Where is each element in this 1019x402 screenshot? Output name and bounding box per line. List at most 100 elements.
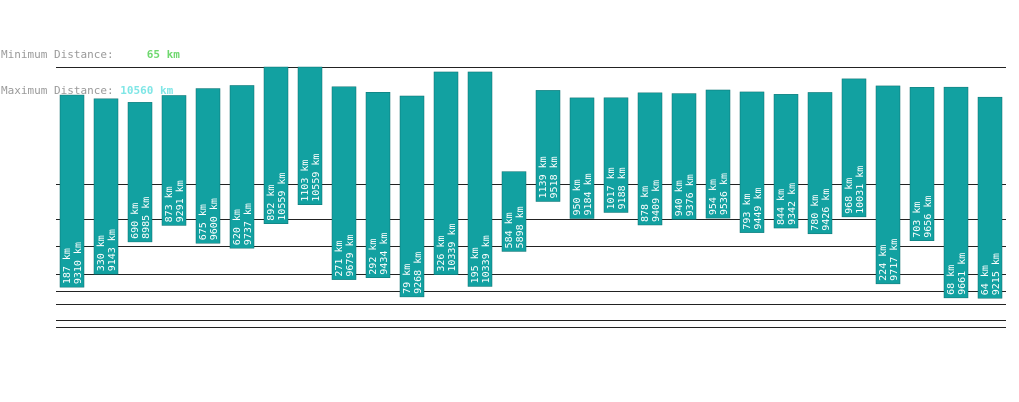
bar-min-label: 873 km <box>164 186 175 222</box>
bar-12: 326 km 10339 km <box>433 71 459 275</box>
max-distance-label: Maximum Distance: <box>1 84 114 97</box>
bar-rect <box>59 94 85 288</box>
bar-max-label: 9737 km <box>243 203 254 245</box>
bar-min-label: 690 km <box>130 203 141 239</box>
bar-rect <box>705 89 731 219</box>
bar-max-label: 9656 km <box>923 196 934 238</box>
bar-rect <box>841 78 867 218</box>
bar-24: 968 km 10031 km <box>841 78 867 218</box>
bar-rect <box>297 66 323 205</box>
min-distance-value: 65 km <box>146 48 180 61</box>
grid-lines <box>56 67 1006 328</box>
bar-min-label: 844 km <box>776 189 787 225</box>
bar-1: 187 km 9310 km <box>59 94 85 288</box>
bar-rect <box>399 95 425 298</box>
bar-rect <box>161 95 187 226</box>
bar-max-label: 10559 km <box>311 154 322 202</box>
bar-max-label: 9409 km <box>651 180 662 222</box>
bar-4: 873 km 9291 km <box>161 95 187 226</box>
bar-25: 224 km 9717 km <box>875 85 901 285</box>
bar-max-label: 9342 km <box>787 183 798 225</box>
bar-18: 878 km 9409 km <box>637 92 663 226</box>
bar-rect <box>569 97 595 219</box>
bar-16: 950 km 9184 km <box>569 97 595 219</box>
bar-min-label: 780 km <box>810 195 821 231</box>
max-distance-value: 10560 km <box>120 84 174 97</box>
bar-rect <box>467 71 493 287</box>
bar-min-label: 968 km <box>844 178 855 214</box>
bar-rect <box>943 86 969 299</box>
bar-min-label: 703 km <box>912 202 923 238</box>
bar-max-label: 9310 km <box>73 242 84 284</box>
bar-15: 1139 km 9518 km <box>535 90 561 202</box>
bar-rect <box>229 85 255 249</box>
bar-min-label: 271 km <box>334 240 345 276</box>
bar-min-label: 187 km <box>62 248 73 284</box>
bar-rect <box>739 91 765 233</box>
bar-rect <box>773 94 799 229</box>
bar-20: 954 km 9536 km <box>705 89 731 219</box>
bar-max-label: 9449 km <box>753 187 764 229</box>
bar-rect <box>977 96 1003 299</box>
bar-min-label: 1139 km <box>538 156 549 198</box>
bar-min-label: 326 km <box>436 236 447 272</box>
bar-min-label: 675 km <box>198 204 209 240</box>
bar-rect <box>909 87 935 241</box>
bar-min-label: 68 km <box>946 265 957 295</box>
bar-7: 892 km 10559 km <box>263 66 289 224</box>
bar-rect <box>535 90 561 202</box>
bar-min-label: 292 km <box>368 239 379 275</box>
bar-max-label: 9215 km <box>991 253 1002 295</box>
bar-min-label: 950 km <box>572 179 583 215</box>
bar-rect <box>501 171 527 252</box>
bar-min-label: 892 km <box>266 185 277 221</box>
bar-max-label: 9188 km <box>617 167 628 209</box>
bar-max-label: 5898 km <box>515 206 526 248</box>
bar-17: 1017 km 9188 km <box>603 97 629 213</box>
bar-max-label: 9661 km <box>957 253 968 295</box>
min-distance-label: Minimum Distance: <box>1 48 114 61</box>
bar-23: 780 km 9426 km <box>807 92 833 235</box>
bar-min-label: 954 km <box>708 179 719 215</box>
bar-min-label: 224 km <box>878 245 889 281</box>
bar-min-label: 584 km <box>504 212 515 248</box>
bar-max-label: 9376 km <box>685 174 696 216</box>
bar-min-label: 1103 km <box>300 160 311 202</box>
bar-max-label: 9434 km <box>379 233 390 275</box>
bar-min-label: 1017 km <box>606 167 617 209</box>
bar-max-label: 9518 km <box>549 156 560 198</box>
bar-max-label: 10031 km <box>855 166 866 214</box>
bar-min-label: 940 km <box>674 180 685 216</box>
bar-min-label: 79 km <box>402 264 413 294</box>
bar-max-label: 9536 km <box>719 173 730 215</box>
bar-max-label: 10339 km <box>447 223 458 271</box>
bar-19: 940 km 9376 km <box>671 93 697 220</box>
bar-14: 584 km 5898 km <box>501 171 527 252</box>
bar-min-label: 620 km <box>232 209 243 245</box>
bar-rect <box>127 102 153 243</box>
bar-rect <box>93 98 119 275</box>
bar-min-label: 878 km <box>640 186 651 222</box>
min-distance-row: Minimum Distance: 65 km <box>1 49 180 61</box>
bar-max-label: 9600 km <box>209 198 220 240</box>
bar-rect <box>807 92 833 235</box>
distance-stats: Minimum Distance: 65 km Maximum Distance… <box>1 25 180 109</box>
bar-9: 271 km 9679 km <box>331 86 357 280</box>
bar-max-label: 10559 km <box>277 173 288 221</box>
bar-max-label: 9717 km <box>889 239 900 281</box>
bar-rect <box>603 97 629 213</box>
bar-max-label: 9268 km <box>413 252 424 294</box>
bar-min-label: 793 km <box>742 194 753 230</box>
bar-6: 620 km 9737 km <box>229 85 255 249</box>
bar-rect <box>875 85 901 285</box>
bar-rect <box>671 93 697 220</box>
bar-max-label: 9426 km <box>821 189 832 231</box>
bar-2: 330 km 9143 km <box>93 98 119 275</box>
bar-max-label: 10339 km <box>481 235 492 283</box>
bar-21: 793 km 9449 km <box>739 91 765 233</box>
bar-11: 79 km 9268 km <box>399 95 425 298</box>
bar-max-label: 9184 km <box>583 173 594 215</box>
bar-27: 68 km 9661 km <box>943 86 969 299</box>
